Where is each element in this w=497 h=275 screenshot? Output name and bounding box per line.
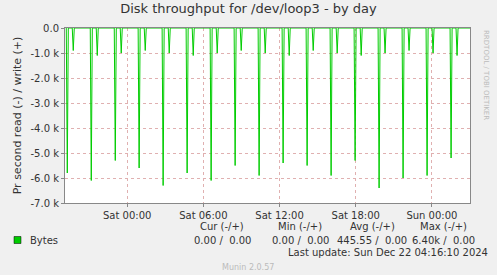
- svg-text:Disk throughput for /dev/loop3: Disk throughput for /dev/loop3 - by day: [120, 1, 377, 16]
- svg-text:-1.0 k: -1.0 k: [31, 48, 60, 59]
- svg-text:Max (-/+): Max (-/+): [420, 221, 467, 232]
- svg-text:-7.0 k: -7.0 k: [31, 198, 60, 209]
- svg-text:Min (-/+): Min (-/+): [278, 221, 322, 232]
- svg-text:0.00 / 0.00: 0.00 / 0.00: [194, 235, 251, 246]
- svg-text:-2.0 k: -2.0 k: [31, 73, 60, 84]
- svg-text:Sun 00:00: Sun 00:00: [406, 210, 457, 221]
- svg-text:Cur (-/+): Cur (-/+): [200, 221, 244, 232]
- svg-text:-6.0 k: -6.0 k: [31, 173, 60, 184]
- svg-text:RRDTOOL / TOBI OETIKER: RRDTOOL / TOBI OETIKER: [482, 30, 490, 120]
- svg-text:6.40k / 0.00: 6.40k / 0.00: [412, 235, 475, 246]
- svg-text:Sat 12:00: Sat 12:00: [255, 210, 303, 221]
- svg-text:Munin 2.0.57: Munin 2.0.57: [222, 263, 274, 272]
- svg-text:Avg (-/+): Avg (-/+): [350, 221, 395, 232]
- svg-text:0.0: 0.0: [43, 23, 59, 34]
- svg-text:-4.0 k: -4.0 k: [31, 123, 60, 134]
- svg-text:Sat 18:00: Sat 18:00: [332, 210, 380, 221]
- svg-text:-5.0 k: -5.0 k: [31, 148, 60, 159]
- svg-text:Sat 06:00: Sat 06:00: [179, 210, 227, 221]
- svg-text:Last update: Sun Dec 22 04:16:: Last update: Sun Dec 22 04:16:10 2024: [288, 247, 488, 258]
- svg-text:-3.0 k: -3.0 k: [31, 98, 60, 109]
- svg-text:Bytes: Bytes: [30, 235, 58, 246]
- svg-text:445.55 / 0.00: 445.55 / 0.00: [337, 235, 407, 246]
- svg-text:0.00 / 0.00: 0.00 / 0.00: [272, 235, 329, 246]
- svg-text:Sat 00:00: Sat 00:00: [103, 210, 151, 221]
- svg-text:Pr second read (-) / write (+): Pr second read (-) / write (+): [11, 37, 24, 195]
